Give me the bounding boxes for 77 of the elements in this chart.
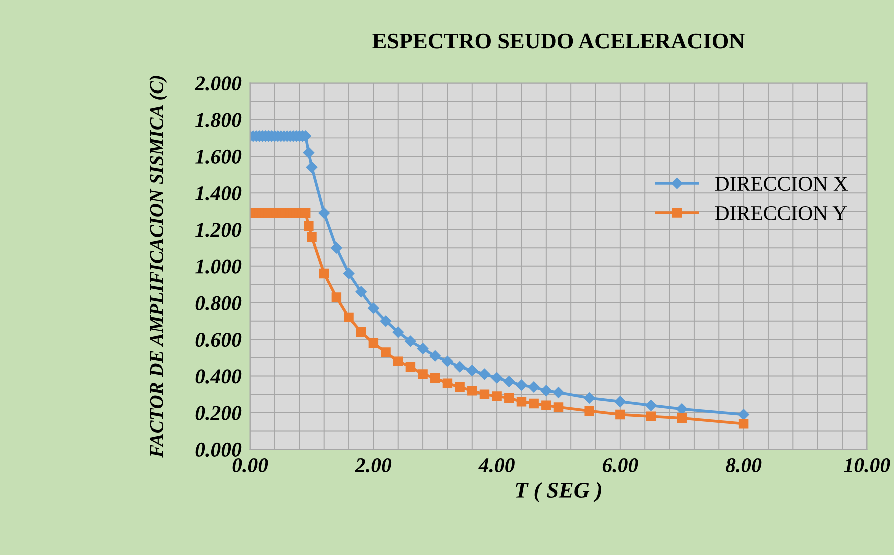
point [504,393,514,404]
y-tick-label: 1.800 [196,113,242,128]
point [479,368,490,380]
y-tick-label: 2.000 [194,76,242,91]
x-axis-title: T ( SEG ) [516,482,602,502]
point [356,286,367,298]
point [529,398,539,409]
point [554,402,564,412]
point [516,380,528,392]
point [318,208,330,219]
x-tick-label: 10.00 [844,458,890,473]
point [303,147,315,158]
point [542,400,552,410]
point [319,268,330,279]
x-tick-label: 4.00 [478,458,515,473]
point [405,336,416,348]
x-tick-label: 6.00 [602,458,638,473]
point [540,385,552,397]
point [418,370,428,380]
point [442,356,454,368]
y-tick-label: 0.200 [196,406,242,420]
y-tick-label: 1.600 [196,150,242,164]
point [468,386,478,396]
point [304,221,314,231]
point [454,362,466,373]
point [394,356,404,366]
point [417,343,429,354]
point [492,392,502,402]
point [738,409,750,420]
point [466,365,478,376]
point [368,302,380,314]
y-tick-label: 0.000 [196,442,242,458]
point [455,382,465,392]
point [406,362,416,372]
point [307,232,317,242]
point [343,268,355,280]
y-tick-label: 0.400 [196,370,242,384]
point [344,312,354,323]
point [381,348,391,358]
point [616,410,626,420]
legend-label: DIRECCION Y [715,206,848,220]
y-axis-title: FACTOR DE AMPLIFICACION SISMICA (C) [150,76,168,458]
point [480,390,490,400]
point [430,350,441,362]
point [504,376,516,388]
legend-label: DIRECCION X [715,177,848,192]
x-tick-label: 0.00 [232,458,268,473]
point [584,406,594,416]
point [306,162,318,174]
point [380,316,392,327]
x-tick-label: 2.00 [355,458,392,473]
point [677,414,687,424]
point [614,396,626,408]
point [516,397,527,407]
x-tick-label: 8.00 [726,458,762,473]
y-tick-label: 0.800 [196,296,242,311]
point [332,292,342,302]
point [368,338,379,348]
y-tick-label: 0.600 [196,333,242,348]
point [646,412,656,422]
point [356,327,366,338]
point [584,392,596,404]
point [331,242,342,254]
point [300,208,311,218]
chart-title: ESPECTRO SEUDO ACELERACION [372,34,745,49]
point [430,373,440,383]
point [646,400,657,412]
y-tick-label: 1.000 [196,260,242,274]
point [491,372,503,384]
point [553,387,564,398]
point [442,378,453,388]
point [392,326,404,338]
y-tick-label: 1.400 [196,186,242,201]
point [676,404,688,415]
point [528,382,540,393]
point [738,419,749,429]
y-tick-label: 1.200 [196,223,242,238]
